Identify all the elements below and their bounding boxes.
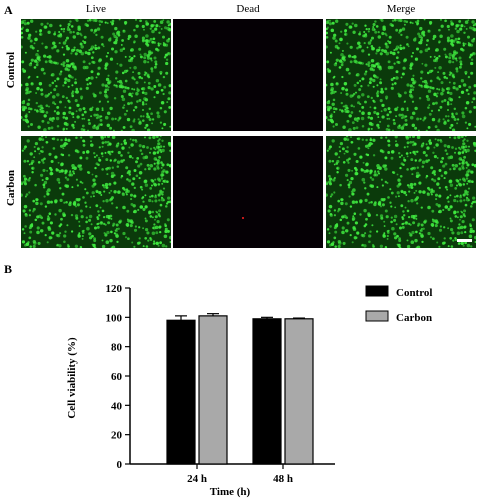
legend-label-control: Control: [396, 287, 432, 299]
column-title-dead: Dead: [236, 3, 260, 15]
y-tick-label: 60: [111, 371, 123, 383]
bar-carbon-1: [284, 318, 314, 465]
cell-viability-chart: 0 20 40 60 80 100 120 24 h 48 h Control Carbon Ce…: [66, 283, 432, 498]
column-title-merge: Merge: [386, 3, 416, 15]
panel-b-label: B: [4, 262, 13, 276]
micrograph-control-live: [21, 19, 171, 131]
x-axis-title: Time (h): [210, 486, 251, 498]
legend-swatch-carbon: [365, 310, 389, 322]
micrograph-carbon-live: [21, 136, 171, 248]
row-label-control: Control: [5, 51, 17, 89]
bar-control-0: [166, 319, 196, 465]
y-tick-label: 0: [117, 459, 123, 471]
legend-swatch-control: [365, 285, 389, 297]
bar-carbon-0: [198, 315, 228, 465]
row-label-carbon: Carbon: [5, 169, 17, 207]
y-tick-label: 40: [111, 400, 123, 412]
y-tick-label: 80: [111, 342, 123, 354]
x-tick-label: 24 h: [187, 473, 207, 485]
bar-control-1: [252, 318, 282, 465]
y-tick-label: 120: [106, 283, 123, 295]
micrograph-control-merge: [326, 19, 476, 131]
y-tick-label: 20: [111, 430, 123, 442]
micrograph-control-dead: [173, 19, 323, 131]
column-title-live: Live: [85, 3, 107, 15]
panel-a-label: A: [4, 3, 13, 17]
scale-bar: [457, 239, 472, 242]
micrograph-carbon-dead: [173, 136, 323, 248]
legend-label-carbon: Carbon: [396, 312, 432, 324]
y-tick-label: 100: [106, 312, 123, 324]
micrograph-carbon-merge: [326, 136, 476, 248]
y-axis-title: Cell viability (%): [66, 337, 78, 419]
x-tick-label: 48 h: [273, 473, 293, 485]
